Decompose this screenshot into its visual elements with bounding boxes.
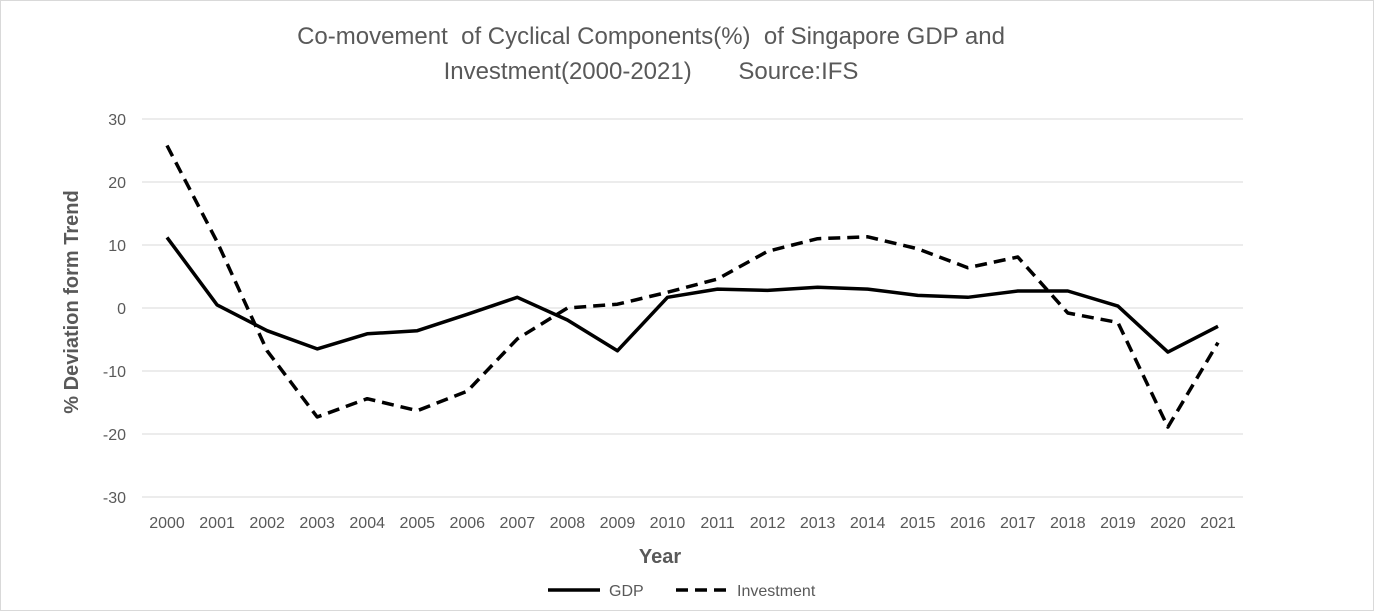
series-line-gdp (165, 236, 1219, 354)
x-tick-label: 2014 (850, 515, 886, 532)
x-tick-label: 2012 (750, 515, 786, 532)
chart-title: Co-movement of Cyclical Components(%) of… (151, 19, 1151, 89)
legend: GDP Investment (548, 583, 816, 600)
chart-title-line-1: Co-movement of Cyclical Components(%) of… (297, 23, 1005, 50)
legend-label: Investment (737, 583, 816, 600)
x-tick-label: 2005 (399, 515, 435, 532)
y-tick-label: -30 (103, 490, 126, 507)
series-line-investment (165, 144, 1220, 429)
x-tick-label: 2019 (1100, 515, 1136, 532)
x-tick-label: 2016 (950, 515, 986, 532)
y-tick-label: 0 (117, 301, 126, 318)
y-tick-label: -10 (103, 364, 126, 381)
x-tick-label: 2009 (600, 515, 636, 532)
legend-item-gdp: GDP (548, 583, 644, 600)
chart-title-line-2: Investment(2000-2021) Source:IFS (443, 58, 859, 85)
legend-label: GDP (609, 583, 644, 600)
x-tick-label: 2020 (1150, 515, 1186, 532)
x-tick-label: 2006 (449, 515, 485, 532)
x-tick-label: 2001 (199, 515, 235, 532)
x-tick-label: 2000 (149, 515, 185, 532)
x-tick-label: 2017 (1000, 515, 1036, 532)
y-axis-ticks: 30 20 10 0 -10 -20 -30 (103, 112, 126, 507)
y-tick-label: 30 (108, 112, 126, 129)
y-axis-title: % Deviation form Trend (61, 190, 83, 413)
x-tick-label: 2004 (349, 515, 385, 532)
x-tick-label: 2010 (650, 515, 686, 532)
x-axis-title: Year (639, 546, 681, 568)
y-tick-label: 20 (108, 175, 126, 192)
x-tick-label: 2013 (800, 515, 836, 532)
x-tick-label: 2007 (500, 515, 536, 532)
x-tick-label: 2011 (700, 515, 735, 532)
y-tick-label: -20 (103, 427, 126, 444)
series-lines (165, 144, 1220, 429)
x-tick-label: 2002 (249, 515, 285, 532)
x-tick-label: 2018 (1050, 515, 1086, 532)
gridlines (142, 118, 1243, 498)
legend-item-investment: Investment (676, 583, 816, 600)
x-tick-label: 2008 (550, 515, 586, 532)
y-tick-label: 10 (108, 238, 126, 255)
x-tick-label: 2021 (1200, 515, 1236, 532)
x-tick-label: 2015 (900, 515, 936, 532)
x-tick-label: 2003 (299, 515, 335, 532)
x-axis-ticks: 2000 2001 2002 2003 2004 2005 2006 2007 2008 2009… (149, 515, 1236, 532)
